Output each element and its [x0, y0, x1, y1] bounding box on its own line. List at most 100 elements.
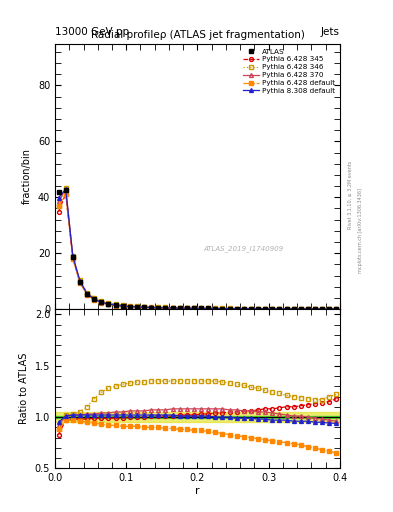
Pythia 6.428 346 — [77, 278, 82, 284]
Pythia 8.308 default — [284, 306, 289, 312]
Pythia 8.308 default — [220, 306, 225, 312]
Pythia 6.428 default — [263, 306, 268, 312]
ATLAS — [227, 306, 232, 312]
ATLAS — [63, 187, 68, 194]
Pythia 8.308 default — [248, 306, 253, 312]
Pythia 8.308 default — [263, 306, 268, 312]
ATLAS — [291, 306, 296, 312]
Pythia 6.428 default — [327, 306, 332, 312]
Pythia 6.428 default — [270, 306, 275, 312]
Pythia 8.308 default — [156, 305, 161, 311]
Pythia 8.308 default — [270, 306, 275, 312]
ATLAS — [284, 306, 289, 312]
ATLAS — [199, 305, 204, 311]
Pythia 6.428 346 — [284, 306, 289, 312]
Pythia 8.308 default — [85, 291, 90, 297]
Pythia 6.428 default — [142, 305, 147, 311]
Pythia 6.428 346 — [142, 304, 147, 310]
Pythia 6.428 346 — [320, 306, 325, 312]
Pythia 6.428 default — [63, 191, 68, 197]
Pythia 6.428 346 — [163, 305, 168, 311]
Pythia 6.428 345 — [191, 305, 196, 311]
Pythia 6.428 345 — [63, 191, 68, 197]
ATLAS — [127, 304, 132, 310]
Pythia 8.308 default — [184, 305, 189, 311]
Pythia 6.428 346 — [70, 253, 75, 259]
Pythia 6.428 370 — [63, 186, 68, 192]
Pythia 6.428 345 — [77, 279, 82, 285]
Pythia 6.428 370 — [77, 278, 82, 284]
Pythia 6.428 default — [163, 305, 168, 311]
Pythia 8.308 default — [134, 304, 139, 310]
Pythia 6.428 345 — [227, 306, 232, 312]
Pythia 6.428 default — [106, 302, 111, 308]
Pythia 6.428 default — [320, 306, 325, 312]
Pythia 6.428 346 — [106, 300, 111, 306]
Pythia 6.428 default — [70, 256, 75, 262]
Pythia 6.428 346 — [327, 306, 332, 312]
ATLAS — [263, 306, 268, 312]
ATLAS — [56, 188, 61, 195]
Pythia 6.428 345 — [220, 306, 225, 312]
Pythia 6.428 default — [184, 305, 189, 311]
Pythia 6.428 345 — [142, 304, 147, 310]
ATLAS — [92, 296, 97, 303]
Pythia 6.428 346 — [270, 306, 275, 312]
Pythia 6.428 345 — [163, 305, 168, 311]
Pythia 6.428 370 — [327, 306, 332, 312]
Pythia 8.308 default — [77, 278, 82, 284]
ATLAS — [320, 306, 325, 312]
Pythia 6.428 346 — [277, 306, 282, 312]
Text: mcplots.cern.ch [arXiv:1306.3436]: mcplots.cern.ch [arXiv:1306.3436] — [358, 188, 363, 273]
Line: Pythia 6.428 345: Pythia 6.428 345 — [57, 192, 338, 311]
Pythia 6.428 346 — [113, 301, 118, 307]
Pythia 8.308 default — [234, 306, 239, 312]
Pythia 8.308 default — [170, 305, 175, 311]
Pythia 6.428 default — [277, 306, 282, 312]
ATLAS — [241, 306, 246, 312]
Pythia 6.428 370 — [270, 306, 275, 312]
Pythia 6.428 346 — [149, 304, 154, 310]
Text: Rivet 3.1.10, ≥ 3.2M events: Rivet 3.1.10, ≥ 3.2M events — [348, 160, 353, 229]
Pythia 6.428 default — [170, 305, 175, 311]
Pythia 6.428 346 — [227, 306, 232, 312]
Pythia 6.428 370 — [177, 305, 182, 311]
Pythia 6.428 370 — [120, 303, 125, 309]
Pythia 6.428 default — [313, 306, 318, 312]
Pythia 6.428 default — [284, 306, 289, 312]
Pythia 6.428 345 — [127, 304, 132, 310]
Pythia 6.428 370 — [241, 306, 246, 312]
Pythia 6.428 346 — [56, 203, 61, 209]
Y-axis label: Ratio to ATLAS: Ratio to ATLAS — [19, 353, 29, 424]
Pythia 6.428 345 — [241, 306, 246, 312]
Pythia 8.308 default — [70, 253, 75, 260]
ATLAS — [305, 306, 310, 312]
Text: Jets: Jets — [321, 27, 340, 37]
Pythia 8.308 default — [142, 304, 147, 310]
Pythia 6.428 370 — [227, 306, 232, 312]
Pythia 6.428 346 — [156, 304, 161, 310]
ATLAS — [113, 302, 118, 308]
ATLAS — [120, 303, 125, 309]
Pythia 6.428 default — [92, 297, 97, 303]
ATLAS — [191, 305, 196, 311]
Pythia 6.428 default — [248, 306, 253, 312]
Pythia 6.428 370 — [248, 306, 253, 312]
Pythia 6.428 346 — [134, 303, 139, 309]
Line: Pythia 6.428 346: Pythia 6.428 346 — [57, 186, 338, 311]
ATLAS — [149, 305, 154, 311]
Pythia 6.428 370 — [99, 299, 104, 305]
ATLAS — [298, 306, 303, 312]
Pythia 6.428 default — [99, 300, 104, 306]
Pythia 6.428 370 — [313, 306, 318, 312]
Pythia 6.428 default — [206, 306, 211, 312]
Pythia 6.428 default — [334, 306, 339, 312]
Pythia 8.308 default — [298, 306, 303, 312]
Pythia 6.428 345 — [177, 305, 182, 311]
ATLAS — [70, 254, 75, 261]
Pythia 6.428 346 — [191, 305, 196, 311]
Pythia 6.428 346 — [334, 306, 339, 312]
Pythia 6.428 370 — [85, 290, 90, 296]
Pythia 6.428 345 — [263, 306, 268, 312]
Pythia 6.428 default — [291, 306, 296, 312]
